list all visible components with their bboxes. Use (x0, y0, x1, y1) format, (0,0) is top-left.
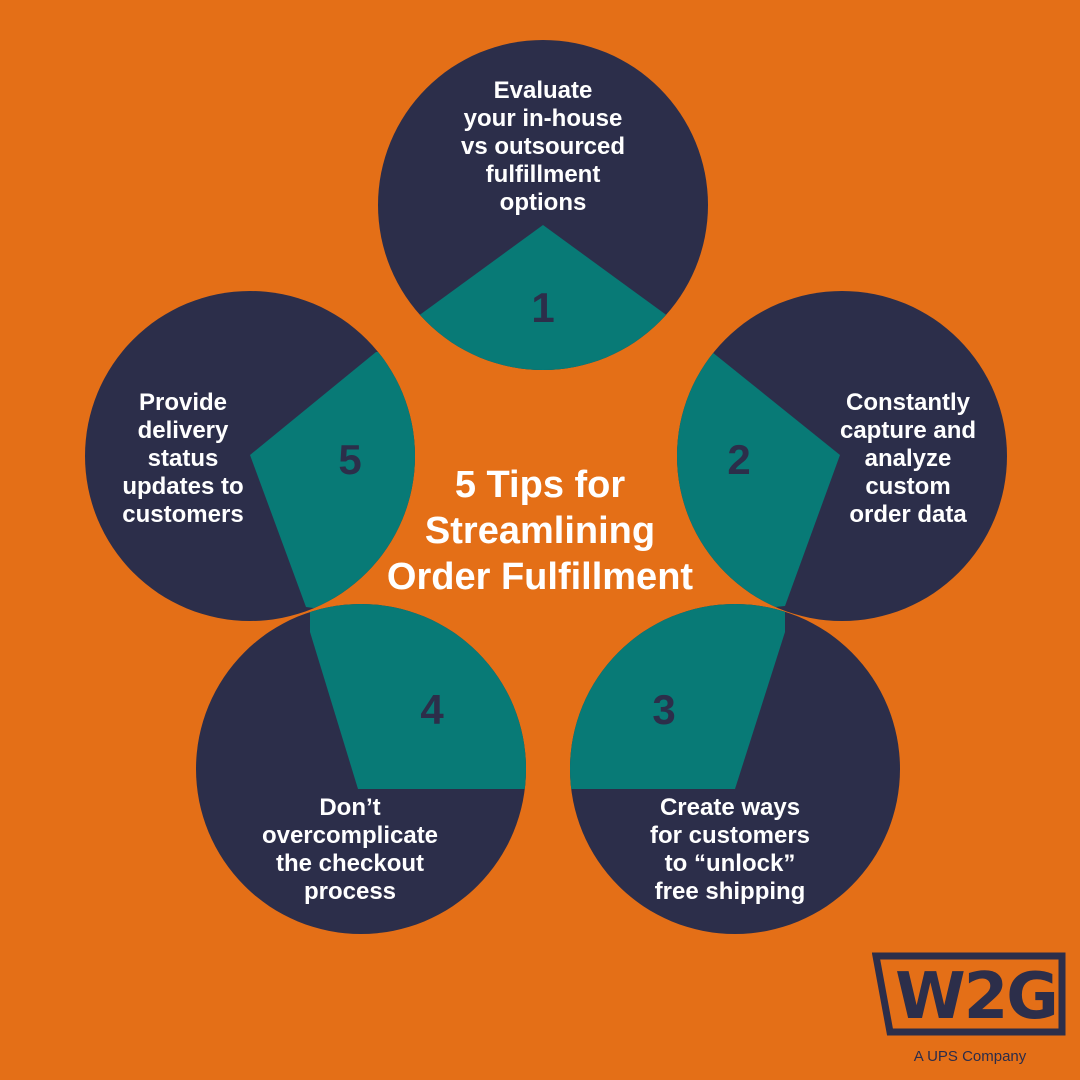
infographic-title: 5 Tips for Streamlining Order Fulfillmen… (386, 464, 694, 598)
logo-tagline: A UPS Company (913, 1048, 1027, 1065)
tip-text-5: Provide delivery status updates to custo… (122, 389, 244, 528)
tip-text-2: Constantly capture and analyze custom or… (839, 389, 977, 528)
tip-number-2: 2 (727, 436, 750, 483)
tip-number-3: 3 (652, 686, 675, 733)
tip-number-4: 4 (420, 686, 444, 733)
w2g-logo: W2G (872, 952, 1066, 1036)
tip-text-3: Create ways for customers to “unlock” fr… (649, 794, 811, 905)
tip-circle-3 (570, 604, 900, 934)
tip-text-4: Don’t overcomplicate the checkout proces… (261, 794, 439, 905)
tip-text-1: Evaluate your in-house vs outsourced ful… (460, 77, 626, 216)
tip-number-5: 5 (338, 436, 361, 483)
tip-number-1: 1 (531, 284, 554, 331)
logo-wordmark: W2G (895, 960, 1057, 1034)
